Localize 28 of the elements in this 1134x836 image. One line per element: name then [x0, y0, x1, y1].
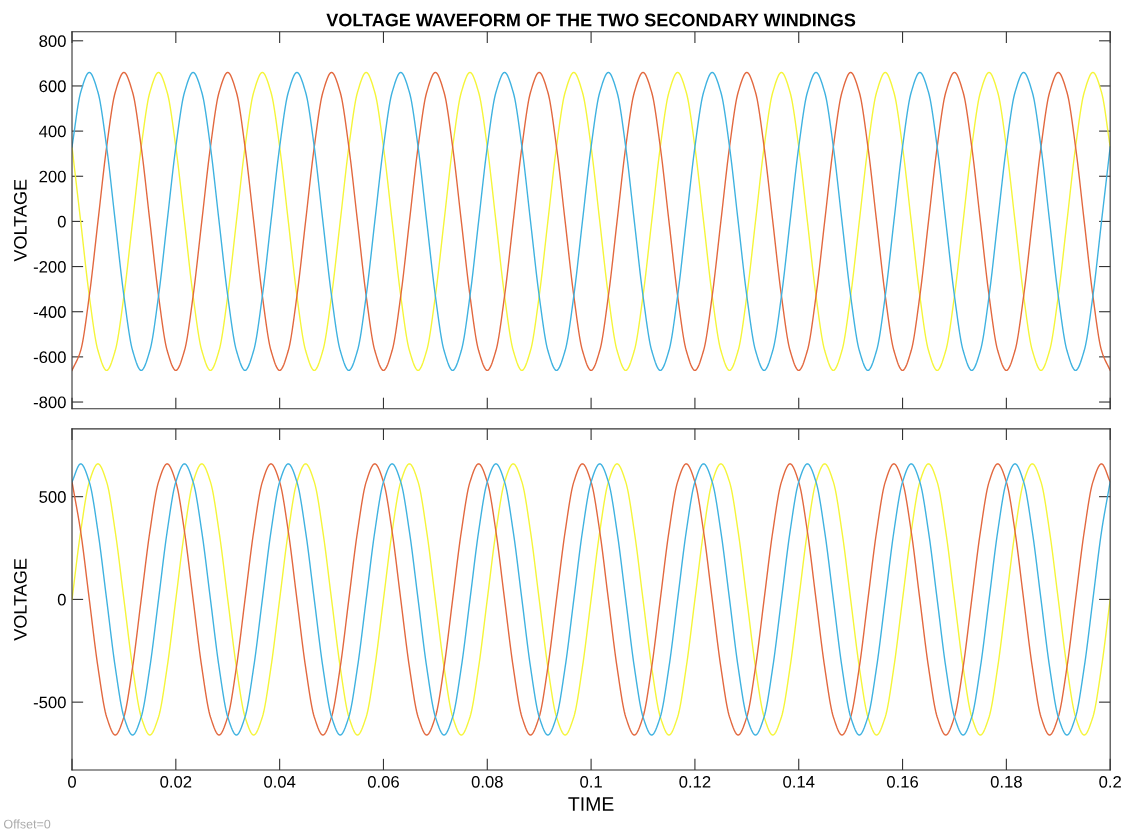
x-tick-label: 0.2 [1099, 775, 1121, 788]
y-tick-label: 0 [57, 593, 66, 606]
x-tick-label: 0.18 [990, 775, 1022, 788]
x-tick-label: 0.08 [471, 775, 503, 788]
x-tick-label: 0.02 [160, 775, 192, 788]
y-tick-label: 600 [39, 80, 66, 93]
chart-title: VOLTAGE WAVEFORM OF THE TWO SECONDARY WINDINGS [326, 13, 856, 27]
x-tick-label: 0.1 [580, 775, 602, 788]
y-tick-label: -600 [33, 351, 66, 364]
y-tick-label: 800 [39, 35, 66, 47]
x-tick-label: 0.12 [679, 775, 711, 788]
y-axis-title: VOLTAGE [13, 558, 27, 641]
y-axis-title: VOLTAGE [13, 179, 27, 262]
x-tick-label: 0.16 [886, 775, 919, 788]
y-tick-label: -400 [33, 306, 66, 318]
y-tick-label: 500 [39, 491, 66, 503]
y-tick-label: 400 [39, 125, 66, 138]
x-tick-label: 0 [68, 775, 76, 788]
x-axis-title: TIME [568, 797, 614, 811]
y-tick-label: -800 [33, 396, 66, 409]
y-tick-label: -200 [33, 260, 66, 273]
text: Offset=0 [3, 819, 51, 829]
y-tick-label: -500 [33, 696, 66, 709]
x-tick-label: 0.06 [367, 775, 399, 788]
y-tick-label: 200 [39, 170, 66, 183]
y-tick-label: 0 [57, 215, 66, 228]
x-tick-label: 0.14 [783, 775, 815, 788]
x-tick-label: 0.04 [264, 775, 296, 788]
